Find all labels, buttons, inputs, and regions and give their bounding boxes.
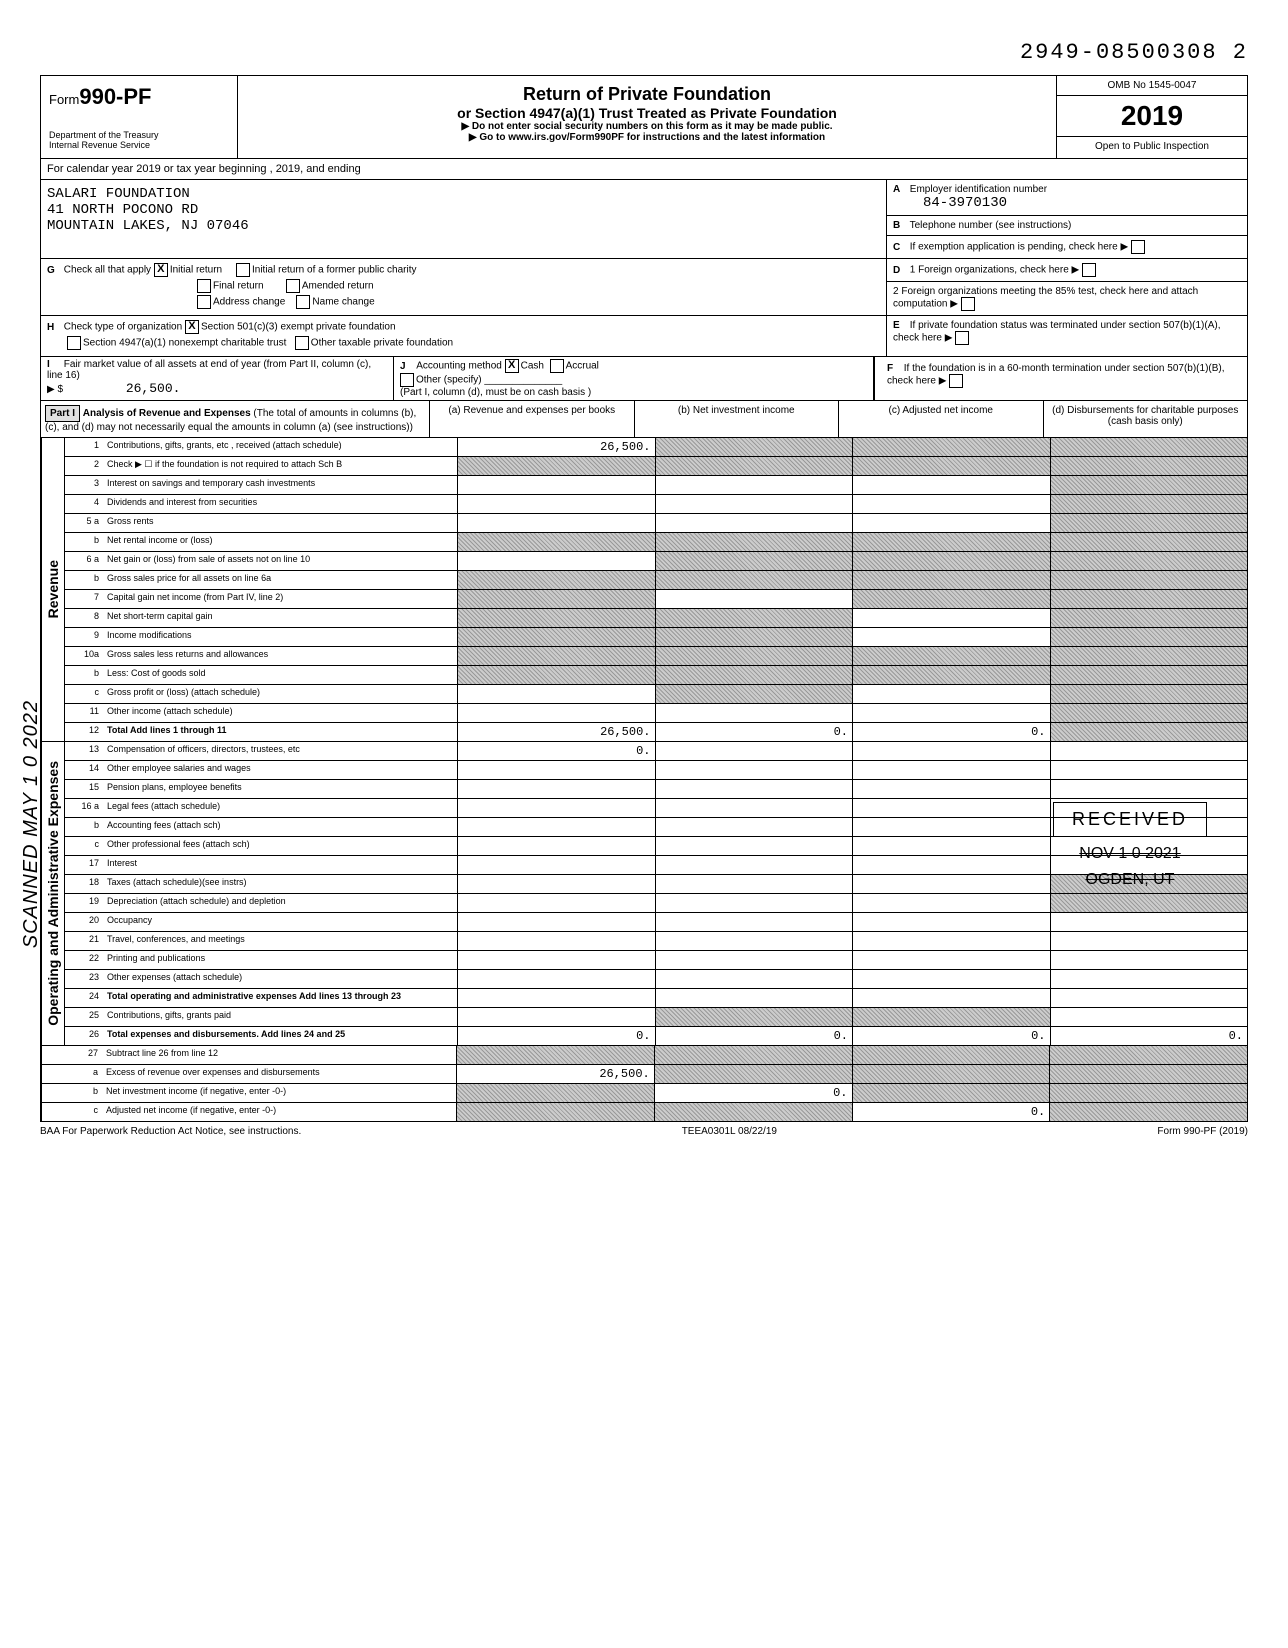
checkbox-f[interactable] <box>949 374 963 388</box>
scanned-stamp: SCANNED MAY 1 0 2022 <box>20 700 43 948</box>
checkbox-c[interactable] <box>1131 240 1145 254</box>
received-stamp-block: RECEIVED NOV 1 0 2021 OGDEN, UT <box>1053 802 1207 889</box>
box-d1: D 1 Foreign organizations, check here ▶ <box>887 259 1247 282</box>
col-a-header: (a) Revenue and expenses per books <box>430 401 635 437</box>
line-24: 24Total operating and administrative exp… <box>65 989 1247 1008</box>
ein-value: 84-3970130 <box>893 195 1007 211</box>
line-11: 11Other income (attach schedule) <box>65 704 1247 723</box>
org-addr2: MOUNTAIN LAKES, NJ 07046 <box>47 218 880 234</box>
checkbox-e[interactable] <box>955 331 969 345</box>
line-27a: aExcess of revenue over expenses and dis… <box>41 1065 1247 1084</box>
checkbox-4947[interactable] <box>67 336 81 350</box>
checkbox-amended[interactable] <box>286 279 300 293</box>
line-22: 22Printing and publications <box>65 951 1247 970</box>
fmv-value: 26,500. <box>66 381 181 396</box>
col-d-header: (d) Disbursements for charitable purpose… <box>1044 401 1248 437</box>
form-note2: ▶ Go to www.irs.gov/Form990PF for instru… <box>246 132 1048 143</box>
section-g: G Check all that apply XInitial return I… <box>41 259 886 315</box>
inspection-label: Open to Public Inspection <box>1057 137 1247 156</box>
form-title: Return of Private Foundation <box>246 84 1048 105</box>
revenue-label: Revenue <box>45 560 61 618</box>
section-j: J Accounting method XCash Accrual Other … <box>394 357 874 400</box>
box-e: E If private foundation status was termi… <box>887 316 1247 349</box>
checkbox-former-charity[interactable] <box>236 263 250 277</box>
form-subtitle: or Section 4947(a)(1) Trust Treated as P… <box>246 105 1048 121</box>
org-name-block: SALARI FOUNDATION 41 NORTH POCONO RD MOU… <box>41 180 886 258</box>
line-7: 7Capital gain net income (from Part IV, … <box>65 590 1247 609</box>
calendar-year-line: For calendar year 2019 or tax year begin… <box>41 159 1247 179</box>
checkbox-d1[interactable] <box>1082 263 1096 277</box>
received-stamp: RECEIVED <box>1053 802 1207 837</box>
line-25: 25Contributions, gifts, grants paid <box>65 1008 1247 1027</box>
checkbox-d2[interactable] <box>961 297 975 311</box>
line-6b: bGross sales price for all assets on lin… <box>65 571 1247 590</box>
part1-header: Part I <box>45 405 80 422</box>
line-10a: 10aGross sales less returns and allowanc… <box>65 647 1247 666</box>
checkbox-501c3[interactable]: X <box>185 320 199 334</box>
line-8: 8Net short-term capital gain <box>65 609 1247 628</box>
checkbox-name-change[interactable] <box>296 295 310 309</box>
checkbox-final-return[interactable] <box>197 279 211 293</box>
section-h: H Check type of organization XSection 50… <box>41 315 886 356</box>
part1-title: Analysis of Revenue and Expenses <box>83 408 251 419</box>
org-name: SALARI FOUNDATION <box>47 186 880 202</box>
page-footer: BAA For Paperwork Reduction Act Notice, … <box>40 1122 1248 1141</box>
line-27b: bNet investment income (if negative, ent… <box>41 1084 1247 1103</box>
col-c-header: (c) Adjusted net income <box>839 401 1044 437</box>
box-c: C If exemption application is pending, c… <box>887 236 1247 258</box>
checkbox-other-taxable[interactable] <box>295 336 309 350</box>
checkbox-addr-change[interactable] <box>197 295 211 309</box>
box-b: B Telephone number (see instructions) <box>887 216 1247 236</box>
checkbox-cash[interactable]: X <box>505 359 519 373</box>
form-year: 2019 <box>1057 96 1247 137</box>
line-23: 23Other expenses (attach schedule) <box>65 970 1247 989</box>
line-26: 26Total expenses and disbursements. Add … <box>65 1027 1247 1046</box>
top-stamp-number: 2949-08500308 2 <box>40 40 1248 65</box>
checkbox-other-method[interactable] <box>400 373 414 387</box>
checkbox-accrual[interactable] <box>550 359 564 373</box>
checkbox-initial-return[interactable]: X <box>154 263 168 277</box>
line-10c: cGross profit or (loss) (attach schedule… <box>65 685 1247 704</box>
line-12: 12Total Add lines 1 through 11 26,500.0.… <box>65 723 1247 742</box>
line-20: 20Occupancy <box>65 913 1247 932</box>
line-27c: cAdjusted net income (if negative, enter… <box>41 1103 1247 1121</box>
line-21: 21Travel, conferences, and meetings <box>65 932 1247 951</box>
line-27: 27Subtract line 26 from line 12 <box>41 1046 1247 1065</box>
line-9: 9Income modifications <box>65 628 1247 647</box>
line-19: 19Depreciation (attach schedule) and dep… <box>65 894 1247 913</box>
section-i: I Fair market value of all assets at end… <box>41 357 394 400</box>
org-addr1: 41 NORTH POCONO RD <box>47 202 880 218</box>
form-header: Form990-PF Department of the Treasury In… <box>40 75 1248 159</box>
footer-mid: TEEA0301L 08/22/19 <box>682 1126 777 1137</box>
line-6a: 6 aNet gain or (loss) from sale of asset… <box>65 552 1247 571</box>
line-14: 14Other employee salaries and wages <box>65 761 1247 780</box>
line-2: 2Check ▶ ☐ if the foundation is not requ… <box>65 457 1247 476</box>
footer-left: BAA For Paperwork Reduction Act Notice, … <box>40 1126 301 1137</box>
form-number: Form990-PF <box>49 84 229 110</box>
line-10b: bLess: Cost of goods sold <box>65 666 1247 685</box>
line-3: 3Interest on savings and temporary cash … <box>65 476 1247 495</box>
ogden-stamp: OGDEN, UT <box>1053 871 1207 889</box>
received-date: NOV 1 0 2021 <box>1053 845 1207 863</box>
box-a: A Employer identification number 84-3970… <box>887 180 1247 216</box>
line-13: 13Compensation of officers, directors, t… <box>65 742 1247 761</box>
box-f: F If the foundation is in a 60-month ter… <box>881 359 1241 392</box>
footer-right: Form 990-PF (2019) <box>1157 1126 1248 1137</box>
box-d2: 2 Foreign organizations meeting the 85% … <box>887 282 1247 316</box>
form-note1: ▶ Do not enter social security numbers o… <box>246 121 1048 132</box>
line-5a: 5 aGross rents <box>65 514 1247 533</box>
line-15: 15Pension plans, employee benefits <box>65 780 1247 799</box>
expenses-label: Operating and Administrative Expenses <box>45 761 61 1026</box>
omb-number: OMB No 1545-0047 <box>1057 76 1247 96</box>
line-5b: bNet rental income or (loss) <box>65 533 1247 552</box>
line-1: 1Contributions, gifts, grants, etc , rec… <box>65 438 1247 457</box>
line-4: 4Dividends and interest from securities <box>65 495 1247 514</box>
col-b-header: (b) Net investment income <box>635 401 840 437</box>
dept-label: Department of the Treasury Internal Reve… <box>49 130 229 150</box>
